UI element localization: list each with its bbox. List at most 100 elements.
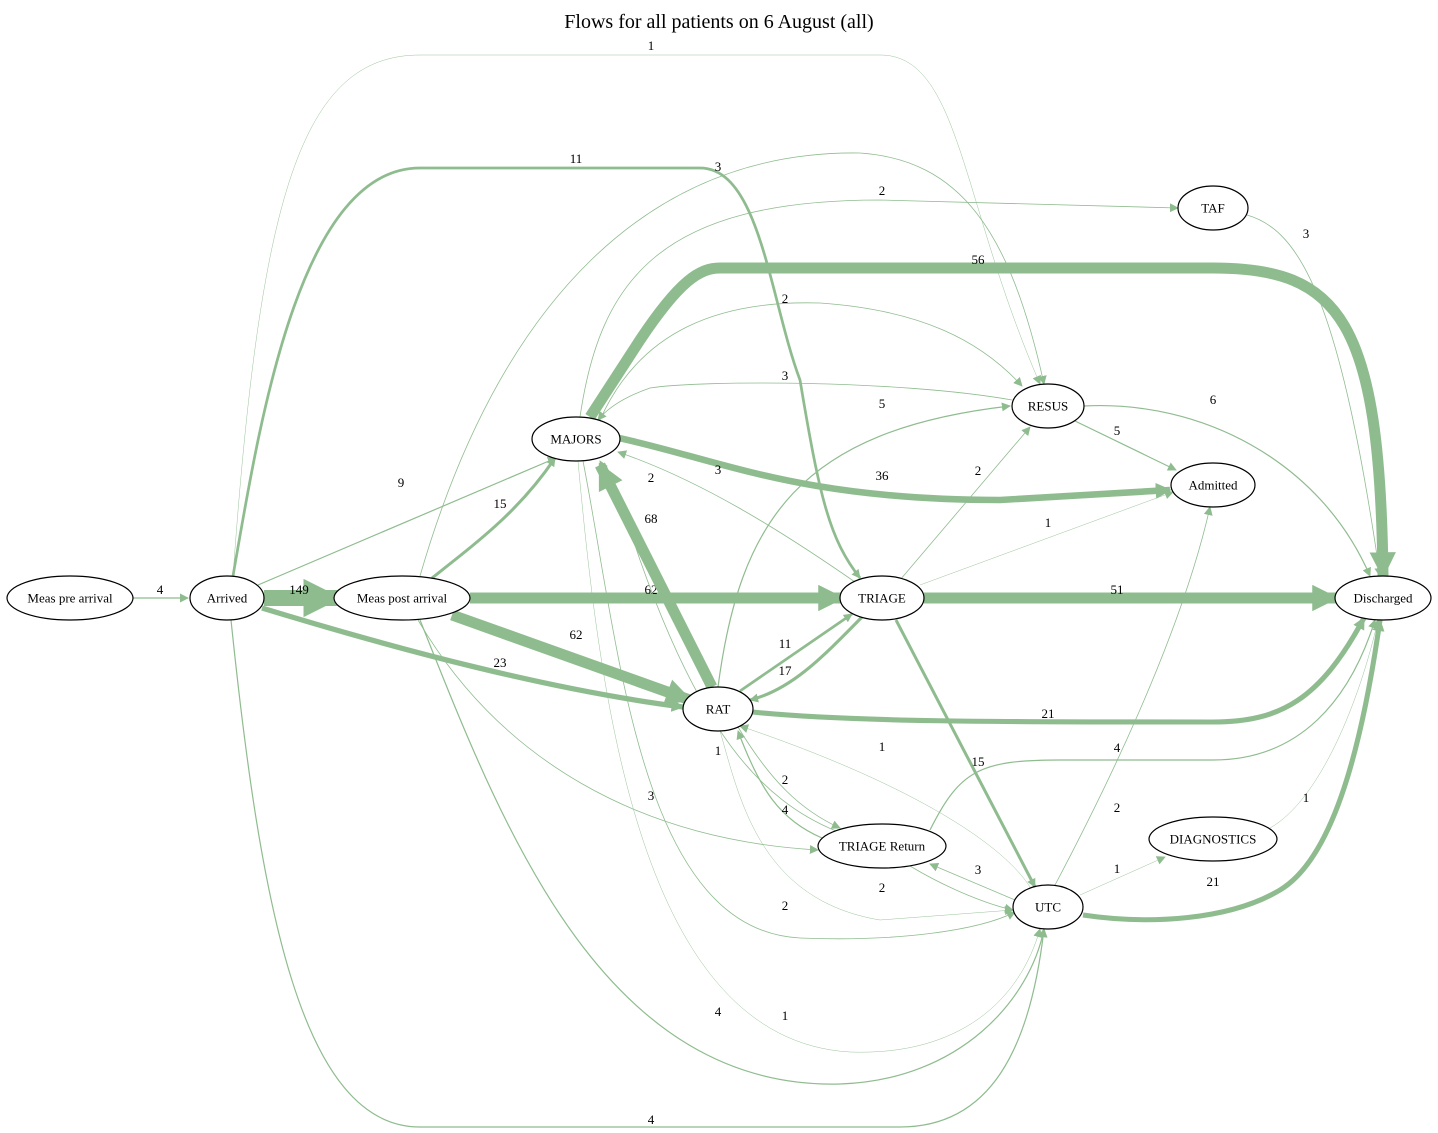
edge-triage-to-utc: 15 bbox=[894, 619, 1037, 888]
edge-line bbox=[737, 726, 841, 829]
edge-line bbox=[1074, 420, 1177, 471]
edge-meas-post-to-rat: 62 bbox=[450, 609, 693, 706]
edge-meas-post-to-resus: 3 bbox=[419, 152, 1047, 577]
node-label: Meas pre arrival bbox=[27, 591, 113, 606]
node-triage: TRIAGE bbox=[839, 575, 925, 621]
edge-line bbox=[736, 730, 823, 839]
node-admitted: Admitted bbox=[1170, 462, 1256, 508]
node-label: Arrived bbox=[207, 591, 248, 606]
node-ellipse bbox=[682, 686, 754, 732]
edge-majors-to-triage-return: 1 bbox=[577, 460, 1043, 1053]
node-ellipse bbox=[1148, 816, 1278, 862]
edge-line bbox=[929, 619, 1377, 831]
edge-line bbox=[739, 724, 1031, 888]
edge-arrived-to-majors: 9 bbox=[257, 457, 557, 586]
edge-line bbox=[1269, 619, 1381, 829]
edge-arrived-to-rat: 23 bbox=[261, 605, 685, 712]
edge-label: 2 bbox=[782, 898, 789, 913]
edge-label: 62 bbox=[570, 627, 583, 642]
node-meas-pre: Meas pre arrival bbox=[6, 575, 134, 621]
edge-label: 4 bbox=[648, 1112, 655, 1127]
edge-label: 2 bbox=[975, 463, 982, 478]
edge-line bbox=[599, 302, 1023, 421]
edge-label: 2 bbox=[879, 183, 886, 198]
edge-line bbox=[257, 457, 557, 586]
edge-label: 5 bbox=[879, 396, 886, 411]
edge-label: 5 bbox=[1114, 423, 1121, 438]
edge-label: 2 bbox=[879, 880, 886, 895]
edge-label: 1 bbox=[1303, 790, 1310, 805]
edge-triage-to-admitted: 1 bbox=[919, 490, 1174, 586]
edge-label: 21 bbox=[1042, 706, 1055, 721]
edge-line bbox=[419, 152, 1047, 577]
edge-line bbox=[894, 619, 1037, 888]
edge-label: 3 bbox=[648, 788, 655, 803]
edge-label: 36 bbox=[876, 468, 890, 483]
edge-majors-to-resus: 2 bbox=[599, 291, 1023, 421]
edge-triage-return-to-utc: 2 bbox=[879, 865, 1014, 913]
edge-rat-to-triage-return: 2 bbox=[737, 726, 841, 829]
edge-label: 2 bbox=[782, 772, 789, 787]
edge-meas-post-to-triage-return: 3 bbox=[417, 619, 819, 855]
edge-label: 1 bbox=[782, 1008, 789, 1023]
node-meas-post: Meas post arrival bbox=[333, 575, 471, 621]
edge-label: 2 bbox=[782, 291, 789, 306]
edge-line bbox=[599, 460, 837, 832]
node-label: TRIAGE bbox=[858, 591, 906, 606]
edge-line bbox=[751, 616, 1367, 725]
edge-triage-return-to-majors: 2 bbox=[599, 460, 837, 832]
edge-meas-post-to-majors: 15 bbox=[431, 457, 557, 580]
edge-label: 9 bbox=[398, 475, 405, 490]
node-label: Meas post arrival bbox=[357, 591, 448, 606]
node-ellipse bbox=[1334, 575, 1432, 621]
edge-label: 56 bbox=[972, 252, 986, 267]
edge-label: 23 bbox=[494, 655, 507, 670]
edge-triage-return-to-discharged: 4 bbox=[929, 619, 1377, 831]
node-discharged: Discharged bbox=[1334, 575, 1432, 621]
edge-line bbox=[579, 199, 1179, 418]
edge-label: 2 bbox=[1114, 800, 1121, 815]
edge-rat-to-utc: 1 bbox=[715, 730, 1014, 921]
edge-line bbox=[749, 615, 864, 703]
node-arrived: Arrived bbox=[189, 575, 265, 621]
edge-utc-to-admitted: 2 bbox=[1054, 506, 1213, 886]
node-ellipse bbox=[1012, 884, 1084, 930]
edge-diagnostics-to-discharged: 1 bbox=[1269, 619, 1381, 829]
node-taf: TAF bbox=[1177, 185, 1249, 231]
edge-label: 15 bbox=[972, 754, 985, 769]
edge-label: 1 bbox=[715, 743, 722, 758]
edge-majors-to-admitted: 36 bbox=[618, 434, 1172, 504]
edge-line bbox=[1082, 618, 1385, 923]
edge-rat-to-majors: 68 bbox=[595, 462, 717, 690]
edge-line bbox=[232, 54, 1041, 577]
edge-taf-to-discharged: 3 bbox=[1246, 214, 1384, 577]
node-label: TAF bbox=[1201, 201, 1225, 216]
edge-arrived-to-resus: 1 bbox=[232, 38, 1041, 577]
edge-meas-post-to-utc: 4 bbox=[419, 619, 1047, 1085]
node-ellipse bbox=[1177, 185, 1249, 231]
edge-rat-to-resus: 5 bbox=[717, 396, 1011, 688]
edge-line bbox=[719, 730, 1014, 921]
edge-meas-pre-to-arrived: 4 bbox=[133, 582, 189, 603]
edge-majors-to-utc: 2 bbox=[582, 460, 1016, 940]
edge-triage-return-to-rat: 4 bbox=[736, 730, 823, 839]
node-label: RESUS bbox=[1028, 399, 1068, 414]
node-triage-return: TRIAGE Return bbox=[817, 823, 947, 869]
node-label: MAJORS bbox=[550, 432, 601, 447]
edge-label: 3 bbox=[1303, 226, 1310, 241]
edge-label: 1 bbox=[879, 739, 886, 754]
node-ellipse bbox=[817, 823, 947, 869]
diagram-title: Flows for all patients on 6 August (all) bbox=[564, 11, 873, 33]
edge-line bbox=[717, 402, 1011, 688]
node-ellipse bbox=[6, 575, 134, 621]
edge-label: 21 bbox=[1207, 874, 1220, 889]
edge-label: 51 bbox=[1111, 582, 1124, 597]
edge-resus-to-admitted: 5 bbox=[1074, 420, 1177, 471]
edge-utc-to-discharged: 21 bbox=[1082, 618, 1385, 923]
edge-arrived-to-triage: 11 bbox=[231, 151, 862, 579]
edge-label: 15 bbox=[494, 496, 507, 511]
edge-utc-to-diagnostics: 1 bbox=[1079, 856, 1166, 896]
edge-resus-to-discharged: 6 bbox=[1083, 392, 1371, 577]
edge-triage-to-majors: 3 bbox=[617, 450, 856, 583]
edge-triage-to-discharged: 51 bbox=[924, 582, 1339, 612]
